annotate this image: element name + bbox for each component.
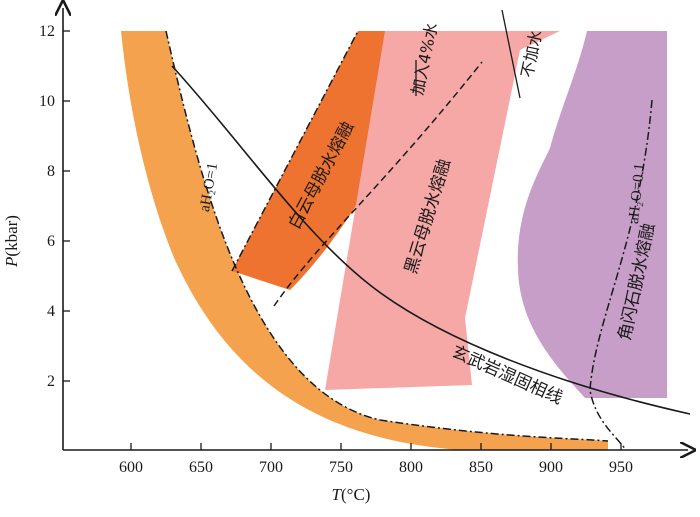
x-tick-label: 950 bbox=[609, 459, 633, 476]
y-axis-title: P(kbar) bbox=[2, 215, 21, 268]
y-tick-label: 12 bbox=[39, 23, 55, 40]
basalt-solidus-curve bbox=[171, 65, 691, 415]
y-tick-label: 10 bbox=[39, 93, 55, 110]
x-tick-label: 700 bbox=[259, 459, 283, 476]
x-axis-title: T(°C) bbox=[332, 485, 371, 504]
wet-melting-band bbox=[121, 31, 608, 450]
x-tick-label: 650 bbox=[189, 459, 213, 476]
dolomite-field bbox=[232, 31, 405, 290]
x-tick-label: 900 bbox=[539, 459, 563, 476]
y-tick-label: 6 bbox=[47, 233, 55, 250]
x-axis-unit: (°C) bbox=[341, 485, 370, 504]
y-tick-label: 2 bbox=[47, 373, 55, 390]
y-tick-label: 4 bbox=[47, 303, 55, 320]
no-water-leader bbox=[501, 9, 521, 99]
ah2o-1-curve bbox=[165, 30, 609, 442]
hornblende-field bbox=[517, 31, 667, 398]
y-axis-unit: (kbar) bbox=[2, 215, 21, 257]
y-axis-var: P bbox=[2, 257, 21, 268]
ah2o-01-curve bbox=[589, 99, 653, 451]
x-tick-label: 800 bbox=[399, 459, 423, 476]
x-tick-label: 600 bbox=[119, 459, 143, 476]
ah2o-01-label: aH₂O=0.1 bbox=[626, 163, 648, 225]
x-tick-label: 750 bbox=[329, 459, 353, 476]
y-tick-labels: 2 4 6 8 10 12 bbox=[39, 23, 55, 390]
x-tick-labels: 600 650 700 750 800 850 900 950 bbox=[119, 459, 633, 476]
x-axis-var: T bbox=[332, 485, 343, 504]
y-ticks bbox=[63, 30, 70, 382]
x-ticks bbox=[130, 443, 622, 450]
biotite-field bbox=[325, 31, 560, 390]
y-tick-label: 8 bbox=[47, 163, 55, 180]
dolomite-left-boundary bbox=[231, 30, 359, 272]
x-tick-label: 850 bbox=[469, 459, 493, 476]
